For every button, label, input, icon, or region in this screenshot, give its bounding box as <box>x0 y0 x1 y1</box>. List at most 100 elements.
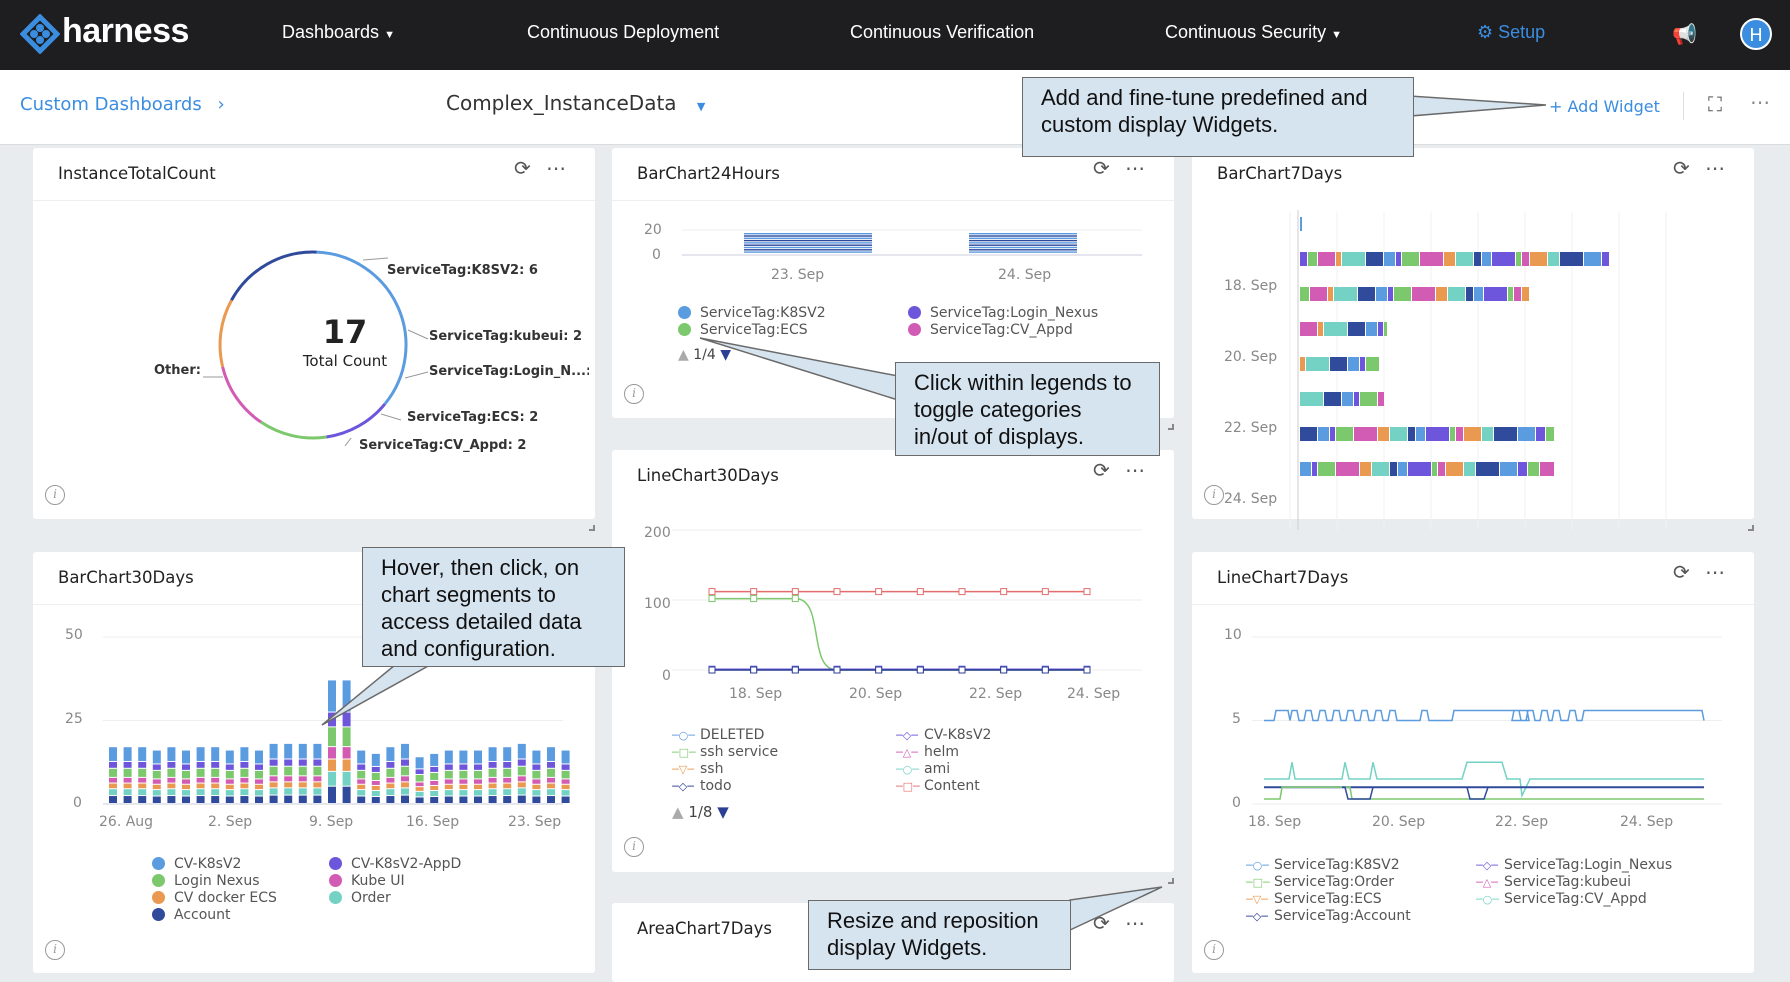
bar-segment <box>138 768 147 777</box>
bar-segment <box>240 768 249 777</box>
legend-cv-appd[interactable]: ─○─ ServiceTag:CV_Appd <box>1476 891 1647 907</box>
legend-ssh[interactable]: ─▽─ ssh <box>672 761 723 777</box>
page-down-icon[interactable]: ▼ <box>717 803 729 821</box>
legend-cv-k8sv2[interactable]: CV-K8sV2 <box>152 856 241 872</box>
nav-continuous-deployment[interactable]: Continuous Deployment <box>527 22 720 42</box>
megaphone-icon[interactable]: 📢 <box>1672 22 1697 46</box>
bar-segment <box>459 764 468 770</box>
legend-k8sv2[interactable]: ─○─ ServiceTag:K8SV2 <box>1246 857 1400 873</box>
legend-ecs[interactable]: ServiceTag:ECS <box>678 322 808 338</box>
page-up-icon[interactable]: ▲ <box>678 347 689 363</box>
legend-login-nexus[interactable]: ─◇─ ServiceTag:Login_Nexus <box>1476 857 1672 873</box>
bar-segment <box>1522 287 1529 301</box>
avatar[interactable]: H <box>1740 18 1772 50</box>
legend-account[interactable]: Account <box>152 907 231 923</box>
more-options-icon[interactable]: ⋯ <box>1705 560 1725 584</box>
legend-ssh-service[interactable]: ─□─ ssh service <box>672 744 778 760</box>
legend-dot <box>152 908 165 921</box>
refresh-icon[interactable]: ⟳ <box>1673 156 1690 180</box>
bar-segment <box>503 789 512 796</box>
widget-barchart-7days[interactable]: BarChart7Days ⟳ ⋯ 18. Sep 20. Sep 22. Se… <box>1192 148 1754 531</box>
more-options-icon[interactable]: ⋯ <box>1125 458 1145 482</box>
bar-segment <box>342 759 351 771</box>
legend-label: Order <box>351 890 391 906</box>
info-icon[interactable]: i <box>1204 940 1224 960</box>
resize-handle[interactable] <box>1168 424 1174 430</box>
fullscreen-icon[interactable]: ⛶ <box>1708 92 1722 116</box>
more-options-icon[interactable]: ⋯ <box>1125 156 1145 180</box>
legend-k8sv2[interactable]: ServiceTag:K8SV2 <box>678 305 826 321</box>
legend-pager[interactable]: ▲ 1/8 ▼ <box>672 803 729 821</box>
legend-helm[interactable]: ─△─ helm <box>896 744 959 760</box>
bar-segment <box>415 797 424 803</box>
more-options-icon[interactable]: ⋯ <box>1125 911 1145 935</box>
bar-segment <box>1372 462 1389 476</box>
bar-segment <box>255 790 263 796</box>
nav-dashboards[interactable]: Dashboards ▼ <box>282 22 395 43</box>
refresh-icon[interactable]: ⟳ <box>1093 156 1110 180</box>
nav-continuous-verification[interactable]: Continuous Verification <box>850 22 1035 42</box>
legend-kube-ui[interactable]: Kube UI <box>329 873 405 889</box>
more-options-icon[interactable]: ⋯ <box>1750 90 1770 114</box>
info-icon[interactable]: i <box>45 940 65 960</box>
legend-kubeui[interactable]: ─△─ ServiceTag:kubeui <box>1476 874 1631 890</box>
info-icon[interactable]: i <box>624 837 644 857</box>
bar-segment <box>1476 462 1499 476</box>
legend-cv-k8sv2[interactable]: ─◇─ CV-K8sV2 <box>896 727 991 743</box>
bar-segment <box>1360 357 1365 371</box>
bar-segment <box>547 796 555 803</box>
widget-instance-total-count[interactable]: InstanceTotalCount ⟳ ⋯ 17 Total Count Se… <box>33 148 595 531</box>
nav-continuous-security[interactable]: Continuous Security ▼ <box>1165 22 1342 43</box>
page-up-icon[interactable]: ▲ <box>672 803 684 821</box>
widget-linechart-7days[interactable]: LineChart7Days ⟳ ⋯ 10 5 0 18. Sep 20. Se… <box>1192 552 1754 973</box>
bar-segment <box>459 770 468 779</box>
legend-cv-docker-ecs[interactable]: CV docker ECS <box>152 890 277 906</box>
dashboard-selector[interactable]: Complex_InstanceData ▼ <box>446 91 705 115</box>
resize-handle[interactable] <box>589 525 595 531</box>
bar-segment <box>138 789 147 796</box>
legend-dot <box>329 857 342 870</box>
refresh-icon[interactable]: ⟳ <box>1093 911 1110 935</box>
bar-segment <box>342 712 351 727</box>
widget-linechart-30days[interactable]: LineChart30Days ⟳ ⋯ 200 100 0 18. Sep 20… <box>612 450 1174 884</box>
bar-segment <box>386 768 395 777</box>
legend-order[interactable]: ─□─ ServiceTag:Order <box>1246 874 1394 890</box>
refresh-icon[interactable]: ⟳ <box>514 156 531 180</box>
bar-segment <box>517 766 526 776</box>
legend-pager[interactable]: ▲ 1/4 ▼ <box>678 347 731 363</box>
bar-segment <box>138 796 147 803</box>
add-widget-button[interactable]: + Add Widget <box>1549 97 1660 116</box>
bar-segment <box>196 768 205 777</box>
legend-cv-k8sv2-appd[interactable]: CV-K8sV2-AppD <box>329 856 461 872</box>
bar-segment <box>123 783 132 789</box>
legend-line-icon: ─○─ <box>896 763 919 776</box>
legend-login-nexus[interactable]: ServiceTag:Login_Nexus <box>908 305 1098 321</box>
resize-handle[interactable] <box>1748 525 1754 531</box>
legend-cv-appd[interactable]: ServiceTag:CV_Appd <box>908 322 1073 338</box>
legend-label: ServiceTag:ECS <box>700 322 808 338</box>
nav-setup[interactable]: ⚙ Setup <box>1477 22 1545 43</box>
legend-todo[interactable]: ─◇─ todo <box>672 778 731 794</box>
legend-login-nexus[interactable]: Login Nexus <box>152 873 260 889</box>
bar-segment <box>182 790 190 796</box>
legend-order[interactable]: Order <box>329 890 391 906</box>
bar-segment <box>474 750 482 764</box>
bar-segment <box>371 772 380 780</box>
pager-label: 1/4 <box>693 347 716 363</box>
breadcrumb[interactable]: Custom Dashboards › <box>20 94 225 115</box>
resize-handle[interactable] <box>1168 878 1174 884</box>
legend-ami[interactable]: ─○─ ami <box>896 761 950 777</box>
info-icon[interactable]: i <box>624 384 644 404</box>
legend-content[interactable]: ─□─ Content <box>896 778 980 794</box>
bar-segment <box>123 777 132 783</box>
legend-ecs[interactable]: ─▽─ ServiceTag:ECS <box>1246 891 1382 907</box>
more-options-icon[interactable]: ⋯ <box>1705 156 1725 180</box>
page-down-icon[interactable]: ▼ <box>720 347 731 363</box>
refresh-icon[interactable]: ⟳ <box>1093 458 1110 482</box>
more-options-icon[interactable]: ⋯ <box>546 156 566 180</box>
legend-deleted[interactable]: ─○─ DELETED <box>672 727 764 743</box>
legend-account[interactable]: ─◇─ ServiceTag:Account <box>1246 908 1411 924</box>
info-icon[interactable]: i <box>45 485 65 505</box>
info-icon[interactable]: i <box>1204 485 1224 505</box>
refresh-icon[interactable]: ⟳ <box>1673 560 1690 584</box>
